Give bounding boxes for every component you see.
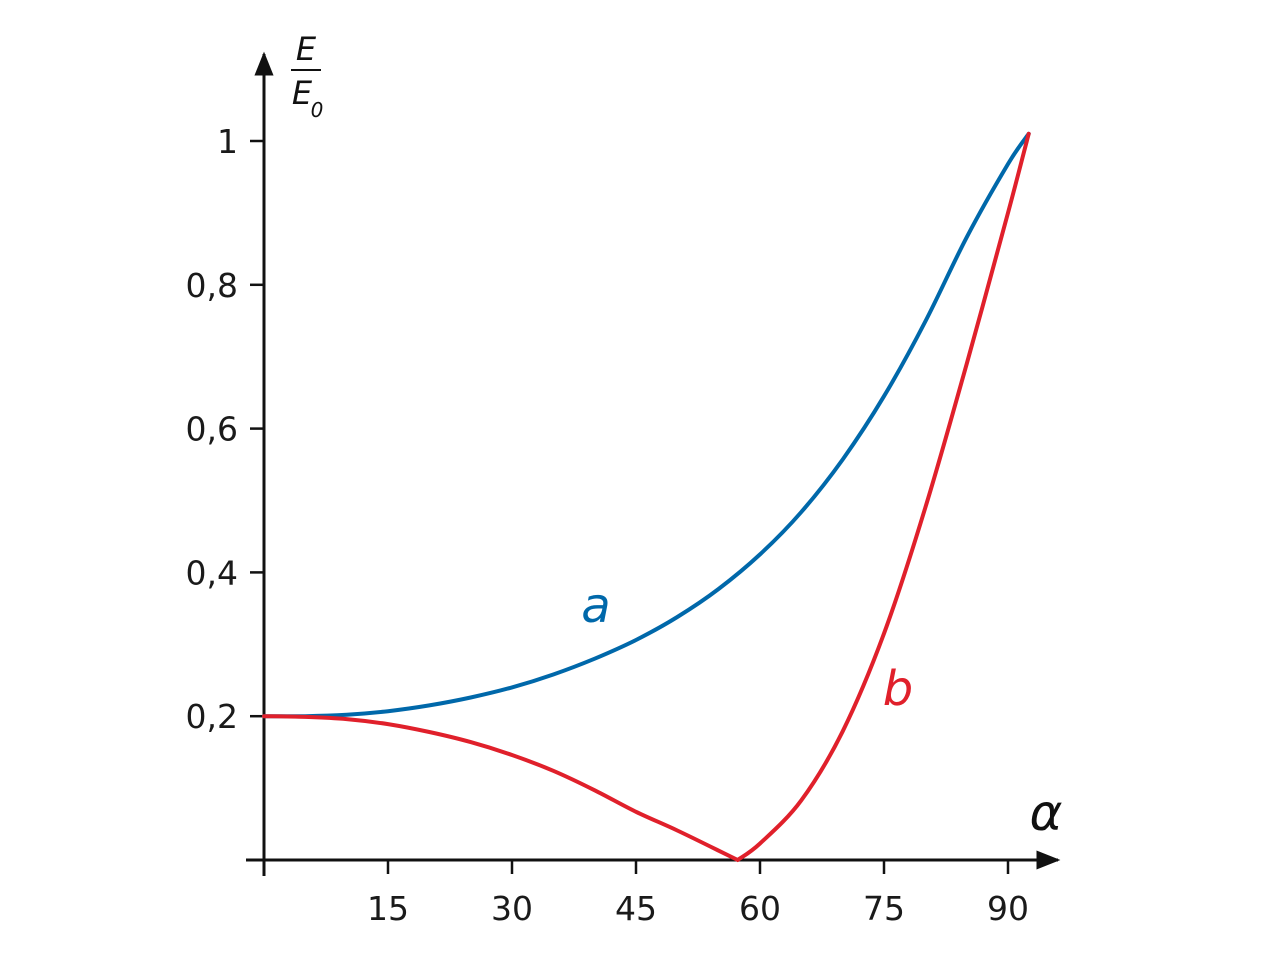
x-tick-label: 45 xyxy=(615,889,657,928)
y-axis-title-numerator: E xyxy=(296,30,317,68)
series-label-a: a xyxy=(581,578,610,634)
x-tick-label: 90 xyxy=(987,889,1029,928)
y-tick-label: 0,4 xyxy=(186,553,238,592)
series-line-b xyxy=(262,131,1031,862)
y-axis-title-subscript: 0 xyxy=(311,98,324,122)
series-line-a xyxy=(262,131,1031,719)
y-axis-title-denominator: E xyxy=(292,74,313,112)
y-tick-label: 0,2 xyxy=(186,697,238,736)
series-label-b: b xyxy=(883,661,913,717)
x-tick-label: 75 xyxy=(863,889,905,928)
x-axis-title: α xyxy=(1030,784,1063,842)
ticks: 15 30 45 60 75 90 0,2 0,4 0,6 0,8 1 xyxy=(186,122,1029,928)
x-tick-label: 15 xyxy=(367,889,409,928)
y-tick-label: 0,8 xyxy=(186,266,238,305)
axes xyxy=(246,51,1061,876)
series-lines xyxy=(262,131,1031,862)
x-tick-label: 60 xyxy=(739,889,781,928)
x-tick-label: 30 xyxy=(491,889,533,928)
y-tick-label: 0,6 xyxy=(186,410,238,449)
y-tick-label: 1 xyxy=(217,122,238,161)
